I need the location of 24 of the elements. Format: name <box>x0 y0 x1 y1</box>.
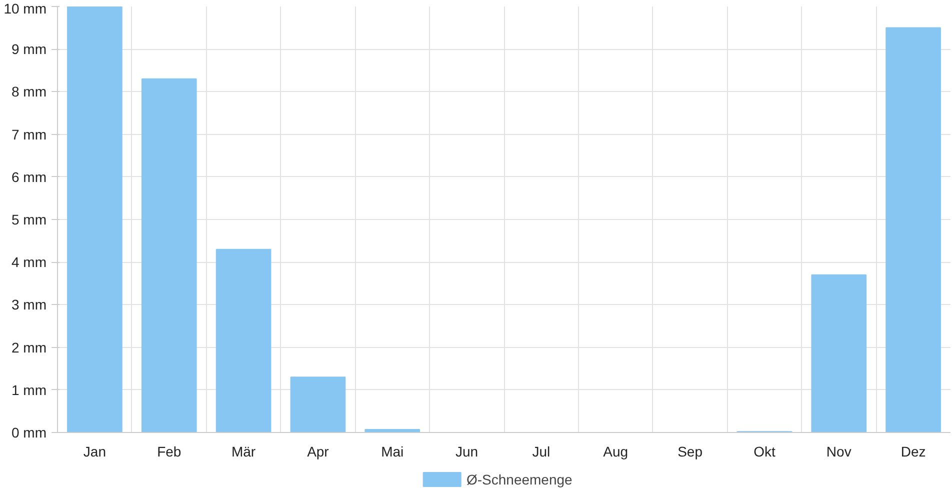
y-tick-label: 2 mm <box>12 339 46 356</box>
x-tick-label: Jun <box>456 444 478 460</box>
y-tick-label: 10 mm <box>4 0 47 16</box>
x-tick-label: Jul <box>532 444 550 460</box>
x-tick-label: Feb <box>157 444 182 460</box>
y-tick-label: 0 mm <box>12 424 46 440</box>
y-tick-label: 4 mm <box>12 254 46 270</box>
y-tick-label: 7 mm <box>12 126 46 142</box>
x-tick-label: Nov <box>826 444 852 460</box>
x-tick-label: Mai <box>381 444 404 460</box>
x-tick-label: Sep <box>678 444 703 460</box>
x-tick-label: Okt <box>754 444 776 460</box>
x-tick-label: Dez <box>900 444 926 460</box>
y-tick-label: 9 mm <box>12 41 46 58</box>
x-tick-label: Jan <box>83 444 106 460</box>
y-tick-label: 5 mm <box>12 212 46 228</box>
y-tick-label: 8 mm <box>12 84 46 100</box>
y-tick-label: 1 mm <box>12 382 46 398</box>
x-tick-label: Apr <box>307 444 330 460</box>
x-tick-label: Mär <box>231 444 256 460</box>
x-tick-label: Aug <box>603 444 628 460</box>
y-tick-label: 3 mm <box>12 296 46 313</box>
y-tick-label: 6 mm <box>12 168 46 185</box>
legend-label: Ø-Schneemenge <box>466 472 573 488</box>
